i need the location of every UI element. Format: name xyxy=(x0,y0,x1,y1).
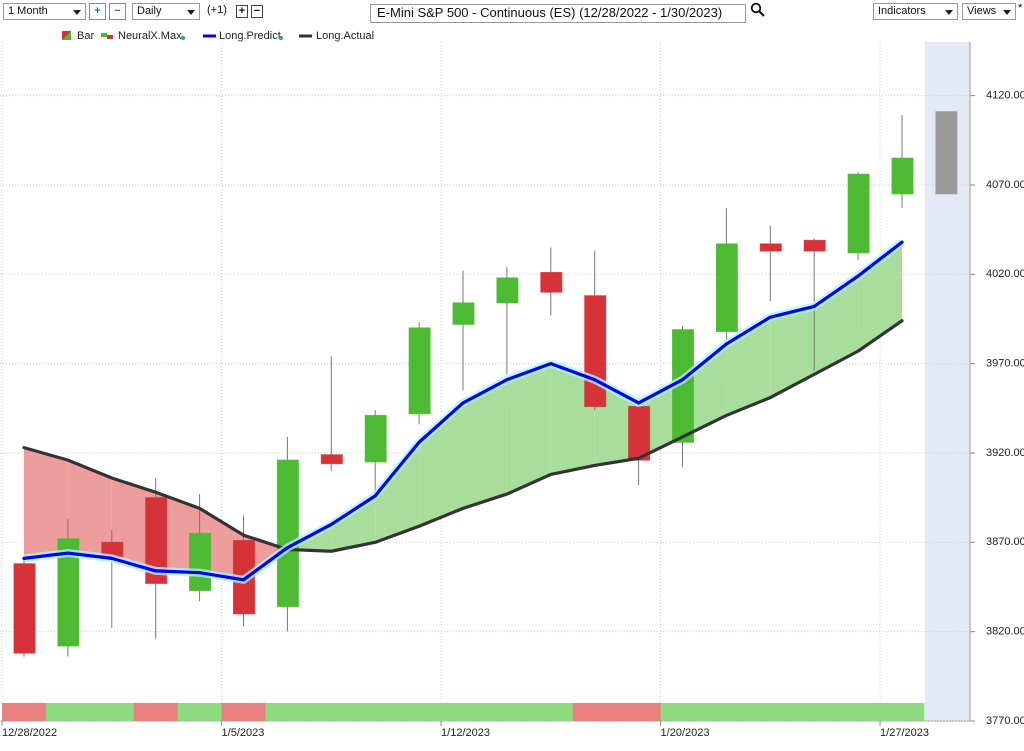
candle-body xyxy=(803,239,826,252)
spread-fill xyxy=(770,306,815,398)
y-tick-label: 4120.00 xyxy=(986,90,1024,102)
signal-cell xyxy=(89,703,135,721)
spread-fill xyxy=(550,363,595,475)
y-tick-label: 3920.00 xyxy=(986,447,1024,459)
x-tick-label: 12/28/2022 xyxy=(2,727,57,739)
indicators-dropdown[interactable]: Indicators xyxy=(873,3,958,20)
candle-body xyxy=(364,414,387,463)
offset-plus-button[interactable]: + xyxy=(236,5,248,18)
signal-cell xyxy=(572,703,618,721)
signal-cell xyxy=(836,703,881,721)
zoom-in-button[interactable]: + xyxy=(89,3,106,20)
signal-cell xyxy=(616,703,662,721)
search-icon[interactable] xyxy=(750,2,766,19)
offset-minus-button[interactable]: − xyxy=(251,5,263,18)
signal-cell xyxy=(397,703,442,721)
x-tick-label: 1/20/2023 xyxy=(661,727,710,739)
candle-body xyxy=(408,327,431,415)
period-dropdown[interactable]: 1 Month xyxy=(3,3,86,20)
symbol-title[interactable]: E-Mini S&P 500 - Continuous (ES) (12/28/… xyxy=(370,4,746,23)
signal-cell xyxy=(221,703,266,721)
signal-cell xyxy=(2,703,47,721)
signal-cell xyxy=(265,703,310,721)
signal-cell xyxy=(309,703,354,721)
candle-body xyxy=(189,532,212,592)
views-dropdown[interactable]: Views xyxy=(962,3,1016,20)
signal-cell xyxy=(748,703,793,721)
signal-cell xyxy=(704,703,749,721)
y-tick-label: 3970.00 xyxy=(986,358,1024,370)
y-tick-label: 3820.00 xyxy=(986,626,1024,638)
spread-fill xyxy=(506,363,551,495)
x-tick-label: 1/27/2023 xyxy=(880,727,929,739)
candle-body xyxy=(145,497,168,584)
candle-body xyxy=(496,277,519,304)
signal-cell xyxy=(880,703,925,721)
candle-body xyxy=(452,302,475,325)
candle-body xyxy=(935,111,958,195)
signal-cell xyxy=(792,703,837,721)
legend-icon xyxy=(107,35,113,39)
signal-cell xyxy=(177,703,223,721)
candle-body xyxy=(584,295,607,408)
spread-fill xyxy=(463,379,507,509)
candle-body xyxy=(628,406,651,461)
y-tick-label: 3870.00 xyxy=(986,536,1024,548)
signal-cell xyxy=(133,703,179,721)
signal-cell xyxy=(45,703,91,721)
interval-dropdown[interactable]: Daily xyxy=(132,3,200,20)
x-tick-label: 1/5/2023 xyxy=(222,727,265,739)
x-tick-label: 1/12/2023 xyxy=(441,727,490,739)
candle-body xyxy=(320,454,343,465)
signal-cell xyxy=(441,703,486,721)
line xyxy=(22,240,904,582)
candle-body xyxy=(847,173,870,254)
signal-cell xyxy=(353,703,398,721)
y-tick-label: 4020.00 xyxy=(986,268,1024,280)
candle-body xyxy=(13,563,36,654)
spread-fill xyxy=(331,495,376,552)
legend-dot xyxy=(180,35,186,41)
modified-marker: * xyxy=(1018,2,1023,14)
candle-body xyxy=(891,157,914,195)
y-tick-label: 4070.00 xyxy=(986,179,1024,191)
candle-body xyxy=(276,459,299,608)
y-tick-label: 3770.00 xyxy=(986,715,1024,727)
candle-body xyxy=(540,272,563,293)
search-glyph xyxy=(750,2,765,17)
offset-label: (+1) xyxy=(207,4,227,16)
zoom-out-button[interactable]: − xyxy=(109,3,126,20)
legend-dot xyxy=(278,35,284,41)
legend-label: Long.Predict xyxy=(219,30,281,42)
legend-label: Bar xyxy=(77,30,94,42)
candle-body xyxy=(715,243,738,332)
spread-fill xyxy=(24,447,68,559)
legend-label: NeuralX.Max xyxy=(118,30,182,42)
spread-fill xyxy=(375,442,420,543)
legend-icon xyxy=(101,33,107,37)
line xyxy=(22,319,904,553)
candle-body xyxy=(57,538,80,647)
legend: Bar NeuralX.Max Long.Predict Long.Actual xyxy=(62,30,374,42)
signal-cell xyxy=(484,703,530,721)
toolbar: 1 Month + − Daily (+1) + − E-Mini S&P 50… xyxy=(0,0,1024,24)
candle-body xyxy=(759,243,782,252)
legend-label: Long.Actual xyxy=(316,30,374,42)
signal-cell xyxy=(528,703,574,721)
spread-fill xyxy=(67,460,112,559)
legend-icon xyxy=(62,31,71,40)
signal-cell xyxy=(660,703,705,721)
